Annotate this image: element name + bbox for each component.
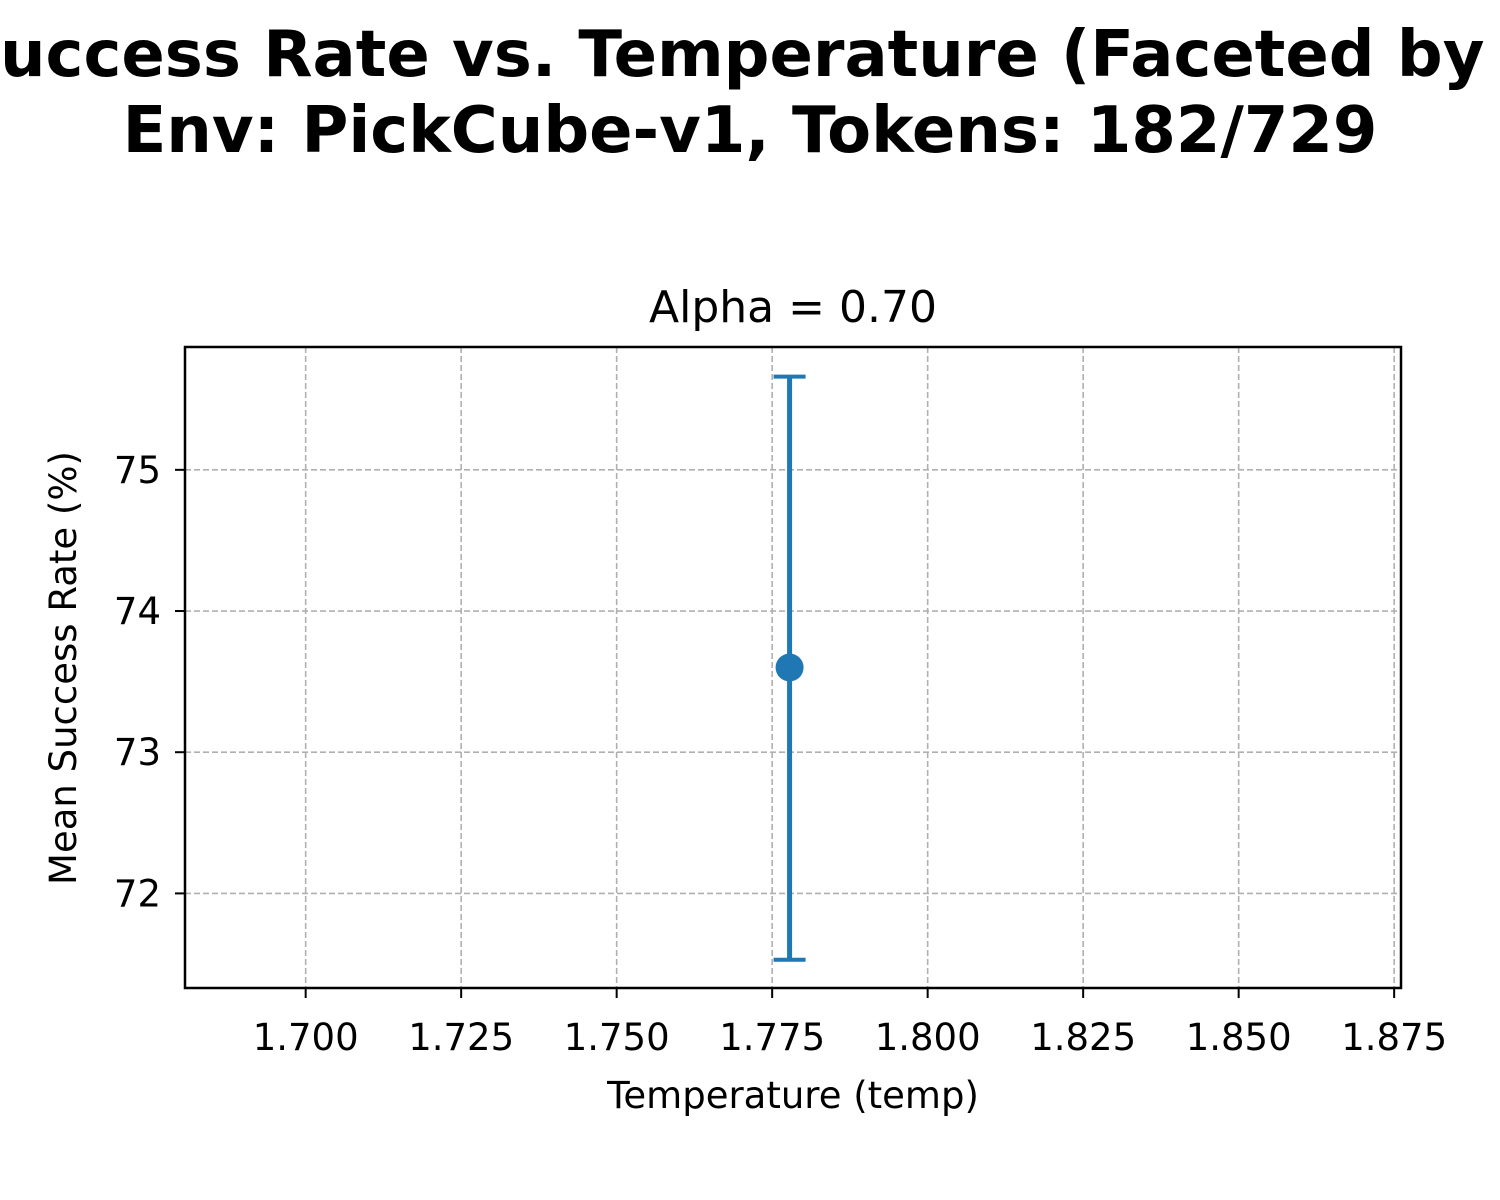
chart-title-line-2: Env: PickCube-v1, Tokens: 182/729 <box>123 94 1378 168</box>
chart-title: Mean Success Rate vs. Temperature (Facet… <box>0 18 1500 168</box>
x-tick-label: 1.875 <box>1341 1016 1447 1059</box>
grid-lines <box>185 347 1401 988</box>
x-tick-label: 1.700 <box>253 1016 359 1059</box>
x-tick-label: 1.850 <box>1186 1016 1292 1059</box>
data-marks <box>773 374 806 962</box>
y-tick-label: 72 <box>114 872 161 915</box>
x-tick-label: 1.775 <box>719 1016 825 1059</box>
x-tick-label: 1.800 <box>875 1016 981 1059</box>
chart-title-line-1: Mean Success Rate vs. Temperature (Facet… <box>0 18 1500 92</box>
y-tick-label: 73 <box>114 731 161 774</box>
x-tick-label: 1.750 <box>564 1016 670 1059</box>
y-axis-label: Mean Success Rate (%) <box>42 451 85 885</box>
x-tick-label: 1.725 <box>408 1016 514 1059</box>
y-tick-label: 75 <box>114 449 161 492</box>
data-point <box>775 653 804 682</box>
subplot-title: Alpha = 0.70 <box>649 282 937 333</box>
plot-frame <box>183 345 1403 990</box>
x-axis-label: Temperature (temp) <box>606 1074 979 1117</box>
y-axis-ticks: 72 73 74 75 <box>114 449 185 915</box>
x-axis-ticks: 1.700 1.725 1.750 1.775 1.800 1.825 1.850 1.875 <box>253 988 1447 1059</box>
x-tick-label: 1.825 <box>1030 1016 1136 1059</box>
y-tick-label: 74 <box>114 590 161 633</box>
